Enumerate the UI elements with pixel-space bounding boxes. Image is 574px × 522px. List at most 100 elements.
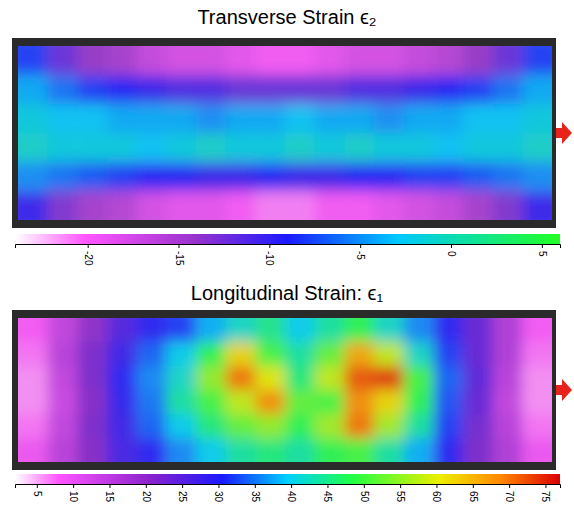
strain-cell [374,342,404,367]
strain-cell [315,191,345,220]
strain-cell [137,390,167,415]
tick-label: 50 [359,491,370,503]
tick-label: -15 [174,251,185,266]
strain-cell [463,75,493,105]
tick-label: -20 [83,251,94,266]
strain-cell [196,318,226,343]
strain-cell [18,133,48,163]
strain-cell [522,366,552,391]
strain-cell [315,46,345,76]
strain-cell [137,75,167,105]
strain-cell [166,133,196,163]
colorbar [15,474,560,484]
panel: Transverse Strain ϵ₂-20-15-10-505 [6,6,572,266]
strain-cell [285,75,315,105]
strain-cell [18,162,48,192]
tick: 55 [395,484,406,503]
strain-cell [285,366,315,391]
strain-cell [404,390,434,415]
strain-cell [77,318,107,343]
strain-cell [166,162,196,192]
strain-cell [493,366,523,391]
tick-label: 25 [177,491,188,503]
strain-cell [493,438,523,462]
strain-cell [107,162,137,192]
colorbar [15,234,560,244]
strain-cell [137,191,167,220]
strain-cell [255,438,285,462]
strain-cell [522,133,552,163]
strain-cell [404,318,434,343]
tick-label: -5 [355,251,366,260]
strain-cell [374,366,404,391]
strain-cell [374,46,404,76]
strain-cell [18,366,48,391]
tick: 35 [250,484,261,503]
strain-cell [77,342,107,367]
tick: 65 [468,484,479,503]
strain-cell [463,162,493,192]
tick-mark [545,484,546,488]
strain-cell [493,414,523,439]
panel-title: Transverse Strain ϵ₂ [197,6,376,28]
strain-cell [77,438,107,462]
strain-cell [433,366,463,391]
tick: 20 [141,484,152,503]
strain-cell [433,133,463,163]
strain-cell [196,191,226,220]
strain-cell [315,438,345,462]
tick-mark [179,244,180,248]
panel: Longitudinal Strain: ϵ₁51015202530354045… [6,282,572,503]
strain-cell [344,318,374,343]
tick: 50 [359,484,370,503]
strain-cell [166,366,196,391]
strain-cell [196,133,226,163]
strain-cell [522,191,552,220]
strain-cell [226,390,256,415]
strain-cell [404,46,434,76]
strain-cell [107,46,137,76]
tick-mark [182,484,183,488]
strain-cell [137,46,167,76]
strain-cell [166,390,196,415]
strain-cell [226,438,256,462]
strain-cell [48,390,78,415]
strain-cell [77,191,107,220]
strain-cell [315,104,345,134]
strain-cell [522,162,552,192]
strain-cell [166,342,196,367]
strain-cell [166,191,196,220]
strain-cell [48,191,78,220]
strain-cell [344,342,374,367]
strain-cell [196,46,226,76]
strain-cell [18,191,48,220]
strain-cell [404,342,434,367]
strain-cell [107,318,137,343]
strain-cell [315,342,345,367]
colorbar-axis: -20-15-10-505 [16,244,561,266]
tick: 5 [32,484,43,497]
strain-cell [404,414,434,439]
tick-mark [360,244,361,248]
strain-cell [315,133,345,163]
strain-cell [463,438,493,462]
tick-label: 40 [286,491,297,503]
strain-cell [226,162,256,192]
strain-cell [493,46,523,76]
tick-mark [436,484,437,488]
strain-cell [77,104,107,134]
strain-cell [48,414,78,439]
colorbar-axis: 51015202530354045505560657075 [16,484,561,503]
strain-cell [255,75,285,105]
strain-cells [18,46,552,220]
colorbar-axis-line [16,485,561,489]
strain-cell [374,162,404,192]
strain-cell [255,46,285,76]
strain-cell [344,438,374,462]
strain-cell [344,366,374,391]
strain-cell [196,104,226,134]
strain-cell [433,162,463,192]
strain-cell [77,390,107,415]
tick-label: 0 [446,251,457,257]
strain-cell [463,366,493,391]
